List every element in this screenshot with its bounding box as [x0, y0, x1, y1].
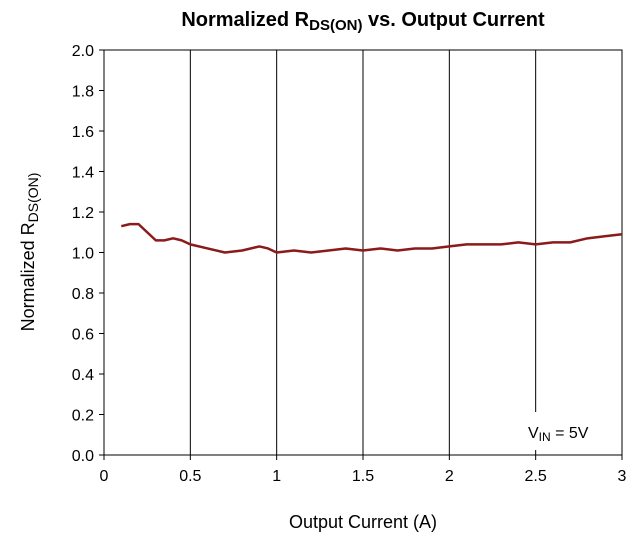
y-label-subscript: DS(ON): [25, 173, 41, 223]
title-text: Normalized R: [181, 9, 309, 31]
y-tick-label: 0.2: [72, 408, 94, 425]
y-tick-label: 0.4: [72, 367, 94, 384]
annotation-text: V: [528, 425, 539, 442]
y-tick-label: 1.4: [72, 165, 94, 182]
x-tick-label: 1.5: [352, 468, 374, 485]
y-tick-label: 0.0: [72, 448, 94, 465]
x-tick-label: 3: [618, 468, 627, 485]
chart-title: Normalized RDS(ON) vs. Output Current: [181, 9, 545, 34]
y-tick-label: 0.6: [72, 327, 94, 344]
y-tick-label: 1.2: [72, 205, 94, 222]
x-tick-label: 2.5: [525, 468, 547, 485]
y-label-text: Normalized R: [18, 222, 38, 331]
y-tick-label: 1.6: [72, 124, 94, 141]
annotation-box: [522, 412, 618, 450]
title-subscript: DS(ON): [309, 17, 362, 34]
plot-frame: [103, 49, 623, 456]
x-tick-label: 0: [100, 468, 109, 485]
title-text: vs. Output Current: [362, 9, 545, 31]
y-tick-label: 0.8: [72, 286, 94, 303]
annotation: VIN = 5V: [528, 425, 589, 444]
y-tick-label: 1.0: [72, 246, 94, 263]
x-axis-label: Output Current (A): [289, 512, 437, 532]
annotation-text: = 5V: [551, 425, 589, 442]
y-axis-label: Normalized RDS(ON): [18, 173, 41, 332]
x-tick-label: 2: [445, 468, 454, 485]
annotation-subscript: IN: [539, 430, 551, 444]
x-tick-label: 0.5: [179, 468, 201, 485]
y-tick-label: 1.8: [72, 84, 94, 101]
data-line: [120, 222, 623, 254]
x-tick-label: 1: [272, 468, 281, 485]
y-tick-label: 2.0: [72, 43, 94, 60]
